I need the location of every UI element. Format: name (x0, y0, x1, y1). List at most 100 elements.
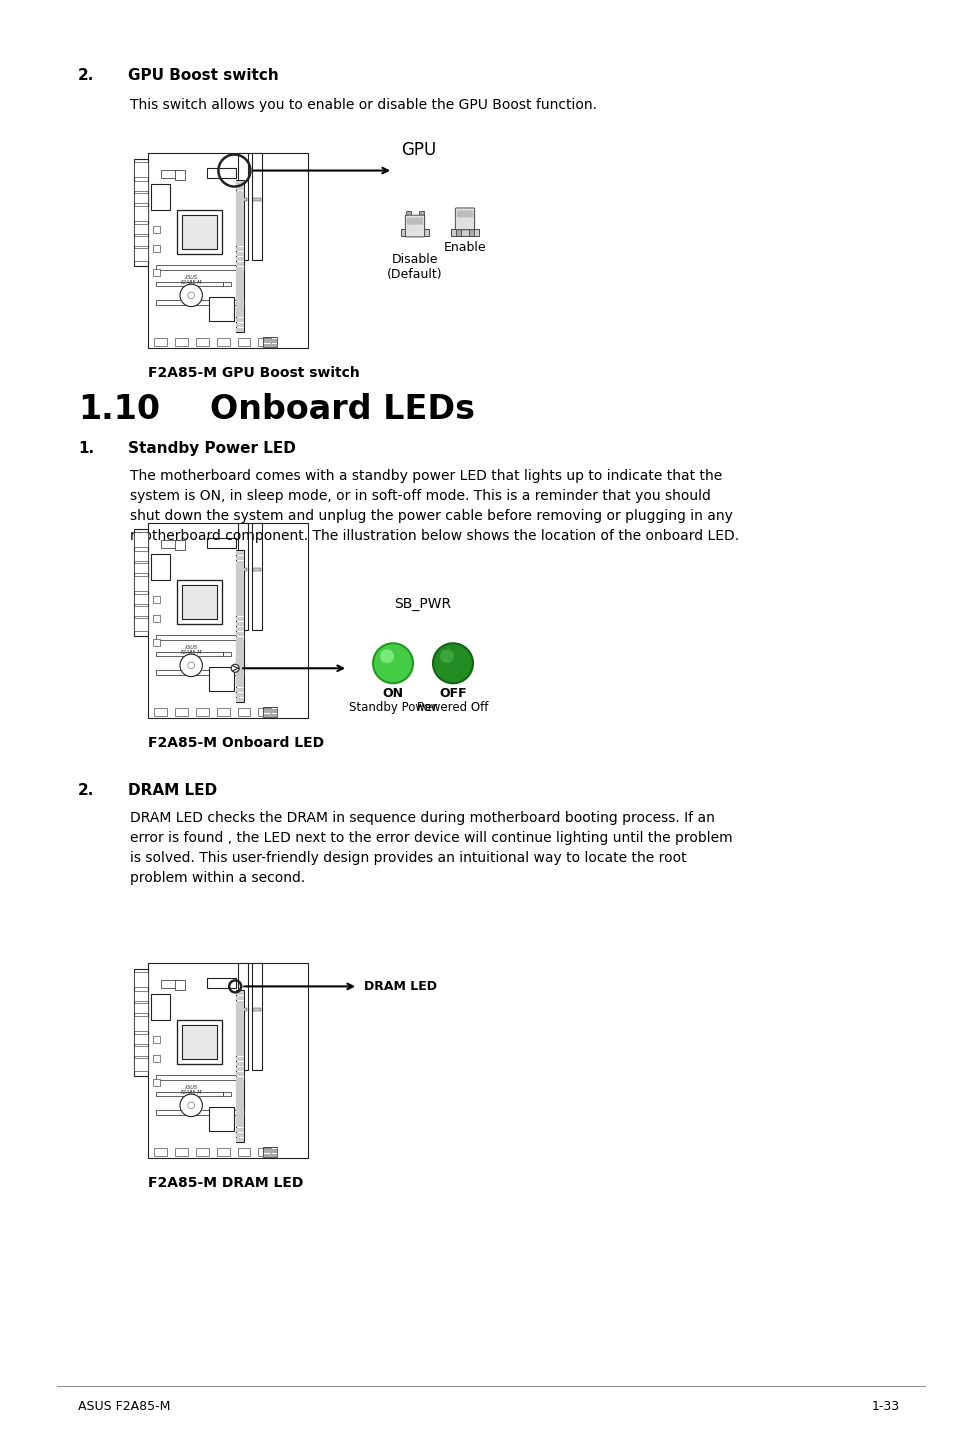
Bar (235, 201, 244, 206)
Bar (258, 338, 271, 347)
Bar (237, 707, 250, 716)
Bar (195, 338, 209, 347)
Bar (235, 278, 244, 282)
Bar (451, 230, 478, 236)
Bar (235, 302, 244, 308)
Bar (235, 292, 244, 296)
Bar (133, 972, 148, 986)
Bar (216, 338, 230, 347)
Bar (235, 282, 244, 286)
Bar (235, 1133, 244, 1137)
Bar (418, 211, 423, 236)
Bar (156, 651, 223, 656)
Bar (235, 641, 244, 647)
Bar (235, 211, 244, 216)
Bar (133, 193, 148, 203)
Bar (182, 585, 216, 620)
Text: Standby Power: Standby Power (349, 702, 436, 715)
Bar (182, 214, 216, 249)
Bar (133, 618, 148, 631)
Bar (235, 627, 244, 631)
Bar (152, 226, 160, 233)
Bar (133, 564, 148, 572)
Bar (252, 963, 261, 1070)
Text: DRAM LED checks the DRAM in sequence during motherboard booting process. If an
e: DRAM LED checks the DRAM in sequence dur… (130, 811, 732, 886)
Bar (235, 1041, 244, 1045)
Bar (207, 978, 235, 988)
Bar (235, 1113, 244, 1117)
Text: DRAM LED: DRAM LED (128, 784, 217, 798)
Bar (235, 577, 244, 581)
Bar (175, 338, 188, 347)
Bar (235, 1137, 244, 1142)
Circle shape (180, 1094, 202, 1116)
Bar (133, 532, 148, 546)
Bar (253, 198, 260, 201)
Bar (175, 170, 185, 180)
Bar (235, 186, 244, 190)
Bar (235, 551, 244, 555)
Text: 2.: 2. (78, 68, 94, 83)
Bar (156, 1110, 235, 1114)
Bar (133, 206, 148, 221)
Bar (235, 617, 244, 621)
Bar (237, 152, 248, 260)
Text: GPU: GPU (400, 141, 436, 158)
Bar (235, 1031, 244, 1035)
Bar (235, 637, 244, 641)
Bar (235, 581, 244, 585)
Text: DRAM LED: DRAM LED (364, 979, 436, 992)
Text: ON: ON (382, 687, 403, 700)
Bar (156, 1091, 223, 1096)
Text: F2A85-M Onboard LED: F2A85-M Onboard LED (148, 736, 324, 751)
Bar (235, 621, 244, 627)
Bar (152, 269, 160, 276)
Bar (152, 246, 160, 253)
Text: /ISUS
F2A85-M: /ISUS F2A85-M (180, 275, 202, 285)
Circle shape (433, 643, 473, 683)
Bar (468, 211, 474, 236)
Circle shape (439, 650, 454, 663)
Text: OFF: OFF (438, 687, 466, 700)
Bar (235, 693, 244, 697)
Bar (175, 981, 185, 991)
Bar (235, 216, 244, 221)
Bar (235, 1001, 244, 1005)
Bar (209, 667, 234, 690)
Bar (195, 1148, 209, 1156)
Text: Standby Power LED: Standby Power LED (128, 441, 295, 456)
Bar (263, 336, 277, 347)
Bar (235, 272, 244, 276)
Bar (152, 638, 160, 646)
Bar (235, 221, 244, 226)
Circle shape (188, 292, 194, 299)
Bar (252, 152, 261, 260)
Bar (235, 636, 244, 640)
Bar (235, 1077, 244, 1081)
Bar (133, 162, 148, 177)
Bar (216, 1148, 230, 1156)
Bar (238, 568, 246, 571)
Text: ASUS F2A85-M: ASUS F2A85-M (78, 1401, 171, 1414)
Bar (133, 605, 148, 615)
Bar (235, 236, 244, 242)
Bar (207, 168, 235, 178)
Bar (235, 667, 244, 672)
Text: 2.: 2. (78, 784, 94, 798)
Bar (235, 1051, 244, 1055)
Bar (161, 541, 178, 548)
Bar (235, 196, 244, 200)
Bar (235, 252, 244, 256)
Bar (235, 1091, 244, 1097)
Bar (235, 232, 244, 236)
Bar (235, 246, 244, 252)
Bar (235, 1081, 244, 1087)
Bar (238, 1008, 246, 1011)
Bar (133, 1017, 148, 1031)
Circle shape (231, 664, 239, 673)
Bar (223, 282, 231, 286)
Bar (253, 568, 260, 571)
FancyBboxPatch shape (406, 217, 423, 224)
FancyBboxPatch shape (455, 209, 475, 230)
Bar (235, 587, 244, 591)
